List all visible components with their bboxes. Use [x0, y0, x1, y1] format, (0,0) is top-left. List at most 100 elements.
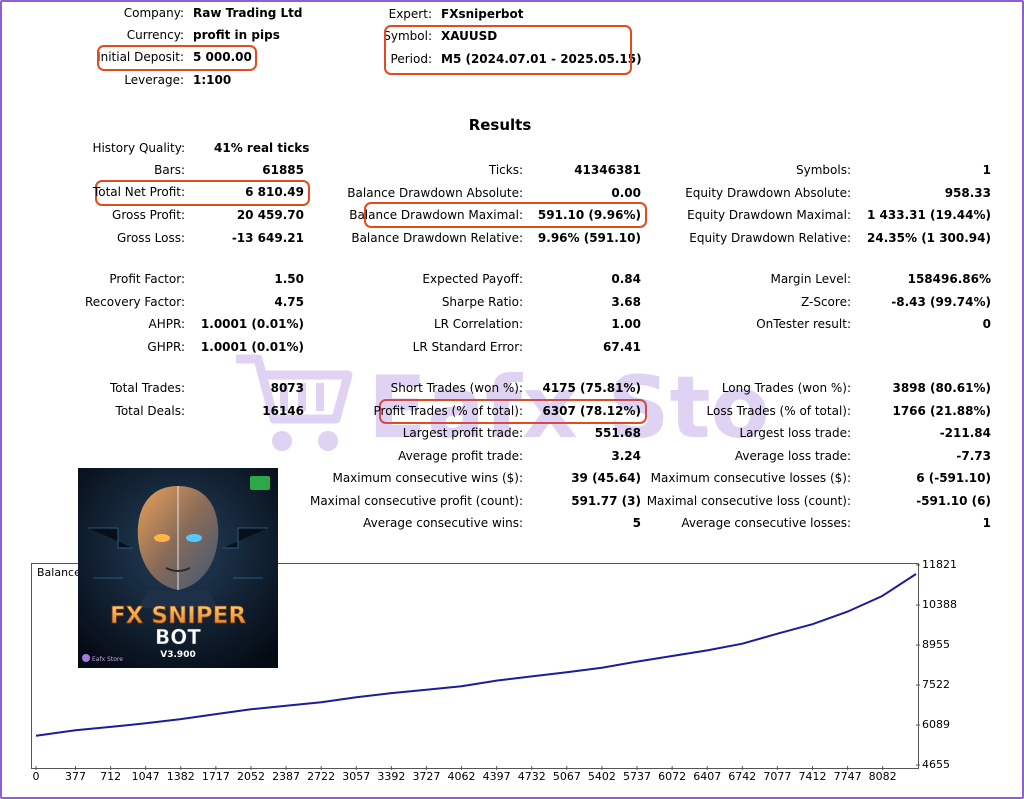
col2-stat-label: Sharpe Ratio:	[441, 295, 523, 309]
symbol-value: XAUUSD	[441, 29, 498, 43]
cover-version: V3.900	[160, 650, 195, 660]
col2-stat-value: 67.41	[603, 340, 641, 354]
col3-stat-label: OnTester result:	[756, 317, 851, 331]
col3-stat-label: Symbols:	[796, 163, 851, 177]
col2-stat-value: 6307 (78.12%)	[542, 404, 641, 418]
col3-stat-value: 0	[982, 317, 991, 331]
col3-stat-label: Largest loss trade:	[739, 426, 851, 440]
results-title: Results	[468, 116, 532, 134]
col1-stat-label: GHPR:	[147, 340, 185, 354]
leverage-value: 1:100	[193, 73, 232, 87]
robot-head-illustration: FX SNIPER BOT V3.900 Eafx Store	[78, 468, 278, 668]
col2-stat-value: 4175 (75.81%)	[542, 381, 641, 395]
watermark-text: Eafx Store	[368, 358, 768, 458]
col3-stat-label: Equity Drawdown Maximal:	[687, 208, 851, 222]
y-tick-label: 4655	[922, 758, 950, 771]
col2-stat-value: 591.10 (9.96%)	[537, 208, 641, 222]
x-tick-label: 2722	[307, 770, 336, 783]
col1-stat-value: 1.0001 (0.01%)	[200, 340, 304, 354]
col3-stat-label: Margin Level:	[770, 272, 851, 286]
col2-stat-value: 3.24	[611, 449, 641, 463]
x-tick-label: 6407	[693, 770, 722, 783]
col2-stat-label: Maximal consecutive profit (count):	[309, 494, 523, 508]
col3-stat-label: Long Trades (won %):	[721, 381, 851, 395]
y-tick-label: 8955	[922, 637, 950, 651]
col3-stat-label: Equity Drawdown Relative:	[689, 231, 851, 245]
col3-stat-label: Equity Drawdown Absolute:	[685, 186, 851, 200]
leverage-label: Leverage:	[124, 73, 184, 87]
col1-stat-value: 4.75	[274, 295, 304, 309]
expert-value: FXsniperbot	[441, 7, 524, 21]
col2-stat-label: LR Standard Error:	[412, 340, 523, 354]
period-value: M5 (2024.07.01 - 2025.05.15)	[441, 52, 642, 66]
col3-stat-value: 6 (-591.10)	[916, 471, 991, 485]
col1-stat-label: Total Deals:	[115, 404, 185, 418]
expert-label: Expert:	[388, 7, 432, 21]
col3-stat-value: -7.73	[956, 449, 991, 463]
col2-stat-value: 9.96% (591.10)	[537, 231, 641, 245]
col3-stat-value: 1	[982, 163, 991, 177]
x-tick-label: 377	[64, 770, 86, 783]
x-tick-label: 6742	[728, 770, 757, 783]
y-tick-label: 6089	[922, 717, 950, 731]
cover-logo-text: Eafx Store	[92, 656, 123, 663]
x-tick-label: 0	[32, 770, 40, 783]
col1-stat-value: 20 459.70	[236, 208, 304, 222]
col3-stat-value: 1 433.31 (19.44%)	[867, 208, 991, 222]
col3-stat-value: 1766 (21.88%)	[892, 404, 991, 418]
col1-stat-value: 1.0001 (0.01%)	[200, 317, 304, 331]
col2-stat-label: Maximum consecutive wins ($):	[332, 471, 523, 485]
col2-stat-label: Average consecutive wins:	[363, 516, 523, 530]
currency-label: Currency:	[126, 28, 184, 42]
col2-stat-label: Average profit trade:	[398, 449, 523, 463]
x-tick-label: 2387	[272, 770, 301, 783]
col2-stat-label: Ticks:	[488, 163, 523, 177]
col3-stat-value: -8.43 (99.74%)	[891, 295, 991, 309]
col1-stat-value: 16146	[262, 404, 304, 418]
x-tick-label: 2052	[236, 770, 265, 783]
col3-stat-label: Maximal consecutive loss (count):	[646, 494, 851, 508]
x-tick-label: 3057	[342, 770, 371, 783]
x-tick-label: 7412	[798, 770, 827, 783]
col2-stat-value: 551.68	[594, 426, 641, 440]
company-label: Company:	[123, 6, 184, 20]
col1-stat-label: Gross Profit:	[112, 208, 185, 222]
x-tick-label: 4062	[447, 770, 476, 783]
col1-stat-value: 1.50	[274, 272, 304, 286]
period-label: Period:	[390, 52, 432, 66]
col2-stat-label: Largest profit trade:	[402, 426, 523, 440]
col2-stat-value: 39 (45.64)	[571, 471, 641, 485]
col1-stat-value: 41% real ticks	[214, 141, 310, 155]
col1-stat-value: 61885	[262, 163, 304, 177]
col3-stat-value: 158496.86%	[907, 272, 991, 286]
col1-stat-label: Bars:	[154, 163, 185, 177]
col2-stat-label: LR Correlation:	[433, 317, 523, 331]
col1-stat-label: AHPR:	[148, 317, 185, 331]
col1-stat-value: 8073	[270, 381, 304, 395]
col2-stat-value: 41346381	[574, 163, 641, 177]
col3-stat-value: 24.35% (1 300.94)	[867, 231, 991, 245]
col2-stat-label: Balance Drawdown Relative:	[351, 231, 523, 245]
col2-stat-value: 0.00	[611, 186, 641, 200]
x-tick-label: 1047	[131, 770, 160, 783]
x-tick-label: 3392	[377, 770, 406, 783]
currency-value: profit in pips	[193, 28, 280, 42]
col2-stat-label: Profit Trades (% of total):	[373, 404, 523, 418]
x-tick-label: 7747	[833, 770, 862, 783]
x-tick-label: 7077	[763, 770, 792, 783]
col3-stat-label: Loss Trades (% of total):	[706, 404, 852, 418]
col1-stat-value: -13 649.21	[231, 231, 304, 245]
x-tick-label: 3727	[412, 770, 441, 783]
col3-stat-label: Z-Score:	[801, 295, 851, 309]
col1-stat-label: Total Net Profit:	[92, 185, 185, 199]
symbol-label: Symbol:	[383, 29, 432, 43]
y-tick-label: 11821	[922, 558, 957, 571]
col1-stat-value: 6 810.49	[245, 185, 304, 199]
col2-stat-label: Balance Drawdown Absolute:	[347, 186, 523, 200]
col3-stat-value: -591.10 (6)	[916, 494, 991, 508]
col3-stat-value: -211.84	[939, 426, 991, 440]
col2-stat-value: 0.84	[611, 272, 641, 286]
col3-stat-label: Average loss trade:	[734, 449, 851, 463]
deposit-label: Initial Deposit:	[97, 50, 184, 64]
